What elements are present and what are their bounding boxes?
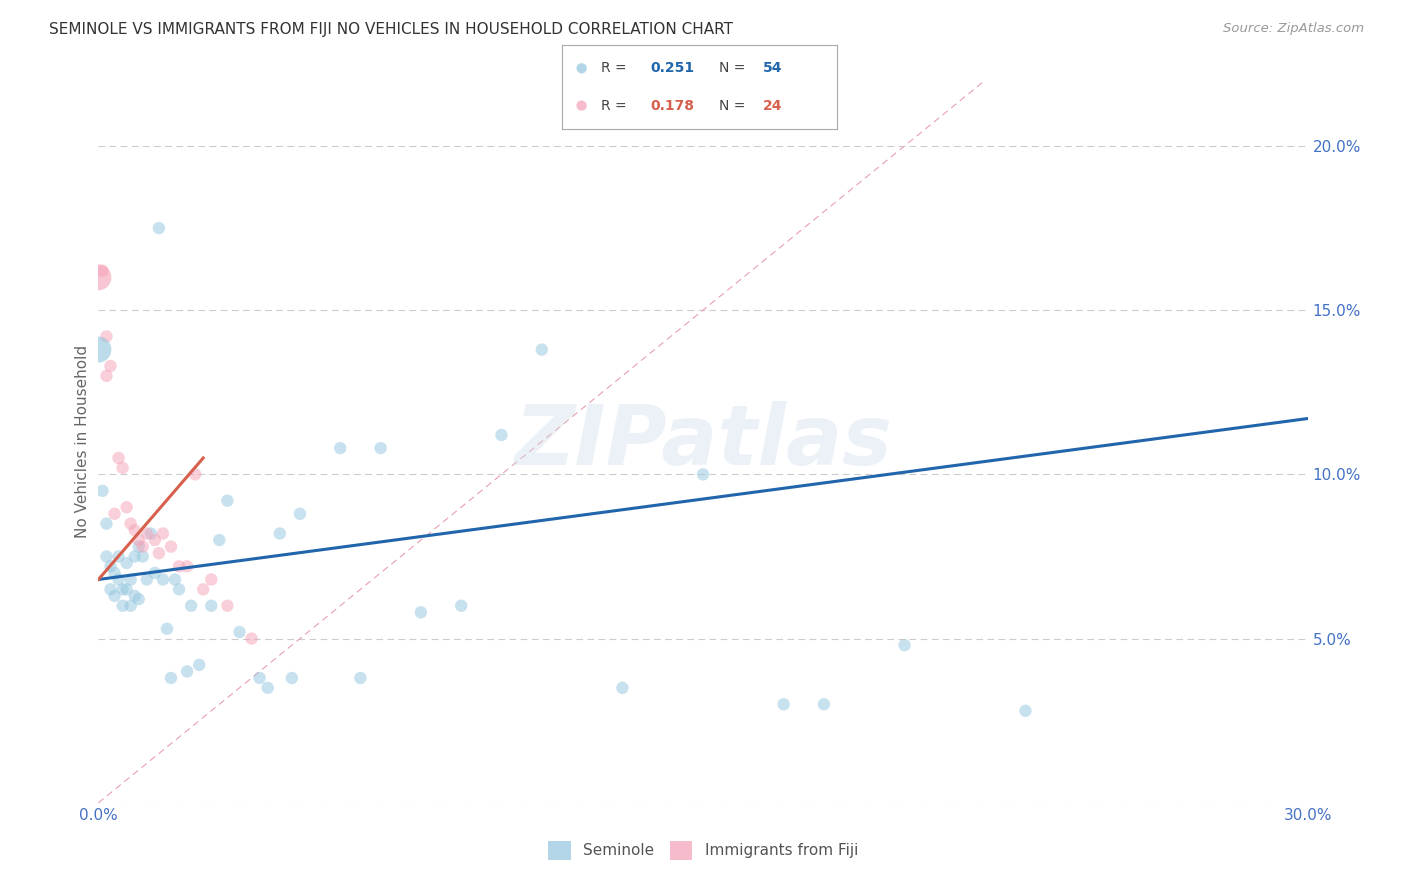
Point — [813, 698, 835, 712]
Point — [240, 632, 263, 646]
Point — [571, 62, 593, 76]
Point — [143, 533, 166, 547]
Point — [176, 559, 198, 574]
Point — [188, 657, 211, 672]
Point — [180, 599, 202, 613]
Text: 24: 24 — [762, 99, 782, 112]
Point — [128, 540, 150, 554]
Point — [107, 450, 129, 465]
Legend: Seminole, Immigrants from Fiji: Seminole, Immigrants from Fiji — [540, 833, 866, 867]
Point — [249, 671, 271, 685]
Text: R =: R = — [600, 99, 631, 112]
Point — [217, 599, 239, 613]
Text: R =: R = — [600, 62, 631, 75]
Point — [143, 566, 166, 580]
Point — [91, 264, 114, 278]
Point — [100, 359, 122, 373]
Point — [132, 540, 155, 554]
Point — [571, 98, 593, 112]
Point — [111, 582, 134, 597]
Point — [152, 526, 174, 541]
Point — [163, 573, 186, 587]
Point — [120, 599, 142, 613]
Point — [329, 441, 352, 455]
Point — [491, 428, 513, 442]
Point — [228, 625, 250, 640]
Text: 0.251: 0.251 — [650, 62, 695, 75]
Point — [128, 533, 150, 547]
Y-axis label: No Vehicles in Household: No Vehicles in Household — [75, 345, 90, 538]
Point — [1014, 704, 1036, 718]
Point — [96, 549, 118, 564]
Point — [96, 516, 118, 531]
Point — [100, 582, 122, 597]
Point — [160, 540, 183, 554]
Point — [184, 467, 207, 482]
Point — [96, 368, 118, 383]
Point — [772, 698, 794, 712]
Point — [200, 599, 222, 613]
Point — [103, 589, 125, 603]
Point — [91, 483, 114, 498]
Point — [281, 671, 304, 685]
Text: 0.178: 0.178 — [650, 99, 695, 112]
Point — [148, 221, 170, 235]
Text: Source: ZipAtlas.com: Source: ZipAtlas.com — [1223, 22, 1364, 36]
Point — [176, 665, 198, 679]
Point — [612, 681, 634, 695]
Point — [200, 573, 222, 587]
Point — [152, 573, 174, 587]
Point — [530, 343, 553, 357]
Point — [115, 500, 138, 515]
Point — [111, 460, 134, 475]
Point — [87, 270, 110, 285]
Point — [111, 599, 134, 613]
Point — [128, 592, 150, 607]
Point — [103, 566, 125, 580]
Point — [124, 523, 146, 537]
Point — [148, 546, 170, 560]
Point — [193, 582, 215, 597]
Point — [692, 467, 714, 482]
Point — [450, 599, 472, 613]
Point — [124, 549, 146, 564]
Point — [132, 549, 155, 564]
Point — [107, 573, 129, 587]
Point — [87, 343, 110, 357]
Point — [156, 622, 179, 636]
Point — [160, 671, 183, 685]
Point — [107, 549, 129, 564]
Text: N =: N = — [718, 99, 749, 112]
Point — [167, 582, 190, 597]
Point — [893, 638, 915, 652]
Point — [208, 533, 231, 547]
Point — [139, 526, 162, 541]
Point — [120, 516, 142, 531]
Point — [120, 573, 142, 587]
Point — [269, 526, 291, 541]
Point — [115, 582, 138, 597]
Point — [103, 507, 125, 521]
Point — [409, 605, 432, 619]
Point — [135, 573, 157, 587]
Point — [100, 559, 122, 574]
Point — [96, 329, 118, 343]
Point — [256, 681, 278, 695]
Point — [124, 589, 146, 603]
Text: 54: 54 — [762, 62, 782, 75]
Text: SEMINOLE VS IMMIGRANTS FROM FIJI NO VEHICLES IN HOUSEHOLD CORRELATION CHART: SEMINOLE VS IMMIGRANTS FROM FIJI NO VEHI… — [49, 22, 733, 37]
Point — [370, 441, 392, 455]
Text: N =: N = — [718, 62, 749, 75]
Point — [167, 559, 190, 574]
Text: ZIPatlas: ZIPatlas — [515, 401, 891, 482]
Point — [288, 507, 311, 521]
Point — [135, 526, 157, 541]
Point — [349, 671, 371, 685]
Point — [115, 556, 138, 570]
Point — [217, 493, 239, 508]
